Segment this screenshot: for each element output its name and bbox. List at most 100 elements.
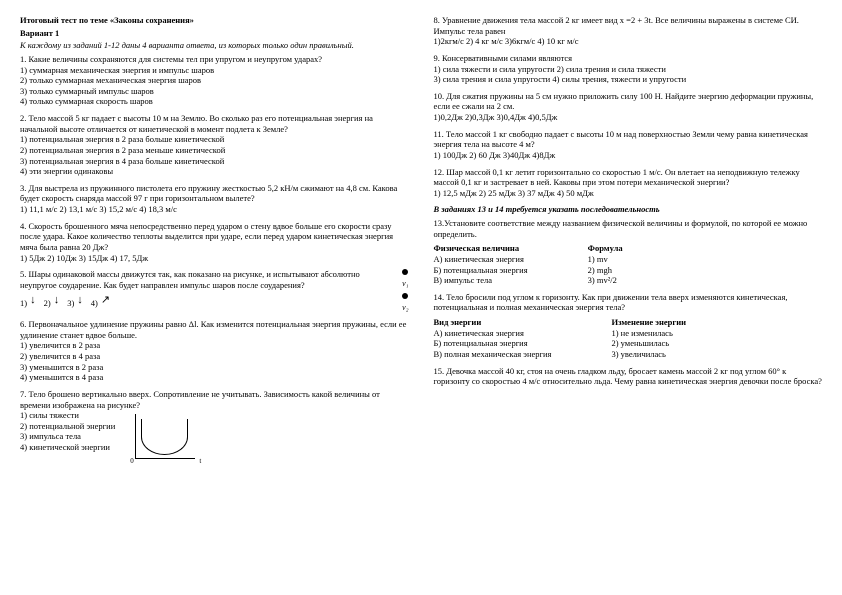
arrow-diag-icon <box>101 294 110 308</box>
question-8: 8. Уравнение движения тела массой 2 кг и… <box>434 15 823 47</box>
q11-opts: 1) 100Дж 2) 60 Дж 3)40Дж 4)8Дж <box>434 150 823 161</box>
arrow-down-icon <box>30 294 36 308</box>
q4-stem: 4. Скорость брошенного мяча непосредстве… <box>20 221 409 253</box>
q9-line2: 3) сила трения и сила упругости 4) силы … <box>434 74 823 85</box>
q5-stem: 5. Шары одинаковой массы движутся так, к… <box>20 269 409 290</box>
question-9: 9. Консервативными силами являются 1) си… <box>434 53 823 85</box>
arrow-down-icon <box>77 294 83 308</box>
q7-opt2: 2) потенциальной энергии <box>20 421 115 432</box>
question-10: 10. Для сжатия пружины на 5 см нужно при… <box>434 91 823 123</box>
q10-opts: 1)0,2Дж 2)0,3Дж 3)0,4Дж 4)0,5Дж <box>434 112 823 123</box>
q14-f2: 2) уменьшилась <box>611 338 686 349</box>
q14-match: Вид энергии А) кинетическая энергия Б) п… <box>434 317 823 360</box>
q14-a1: А) кинетическая энергия <box>434 328 552 339</box>
right-column: 8. Уравнение движения тела массой 2 кг и… <box>434 15 823 580</box>
q2-opt1: 1) потенциальная энергия в 2 раза больше… <box>20 134 409 145</box>
q9-stem: 9. Консервативными силами являются <box>434 53 823 64</box>
q5-opt2: 2) <box>44 294 60 308</box>
q7-opt4: 4) кинетической энергии <box>20 442 115 453</box>
instruction-1: К каждому из заданий 1-12 даны 4 вариант… <box>20 40 409 51</box>
q13-left-col: Физическая величина А) кинетическая энер… <box>434 243 528 286</box>
q6-opt2: 2) увеличится в 4 раза <box>20 351 409 362</box>
variant-label: Вариант 1 <box>20 28 409 39</box>
q13-f3: 3) mv²/2 <box>588 275 623 286</box>
instruction-2: В заданиях 13 и 14 требуется указать пос… <box>434 204 823 215</box>
q5-opt4: 4) <box>91 294 110 308</box>
arrow-down-icon <box>54 294 60 308</box>
q1-opt2: 2) только суммарная механическая энергия… <box>20 75 409 86</box>
question-7: 7. Тело брошено вертикально вверх. Сопро… <box>20 389 409 459</box>
q13-match: Физическая величина А) кинетическая энер… <box>434 243 823 286</box>
left-column: Итоговый тест по теме «Законы сохранения… <box>20 15 409 580</box>
q14-left-col: Вид энергии А) кинетическая энергия Б) п… <box>434 317 552 360</box>
q5-n3: 3) <box>67 298 74 309</box>
q1-opt1: 1) суммарная механическая энергия и импу… <box>20 65 409 76</box>
q8-stem: 8. Уравнение движения тела массой 2 кг и… <box>434 15 823 36</box>
q14-stem: 14. Тело бросили под углом к горизонту. … <box>434 292 823 313</box>
q2-opt2: 2) потенциальная энергия в 2 раза меньше… <box>20 145 409 156</box>
q13-h2: Формула <box>588 243 623 254</box>
question-6: 6. Первоначальное удлинение пружины равн… <box>20 319 409 383</box>
q13-a2: Б) потенциальная энергия <box>434 265 528 276</box>
doc-title: Итоговый тест по теме «Законы сохранения… <box>20 15 409 26</box>
q14-a2: Б) потенциальная энергия <box>434 338 552 349</box>
q13-a3: В) импульс тела <box>434 275 528 286</box>
question-5: v₁ v₂ 5. Шары одинаковой массы движутся … <box>20 269 409 313</box>
q1-stem: 1. Какие величины сохраняются для систем… <box>20 54 409 65</box>
q2-opt3: 3) потенциальная энергия в 4 раза больше… <box>20 156 409 167</box>
q3-stem: 3. Для выстрела из пружинного пистолета … <box>20 183 409 204</box>
q1-opt4: 4) только суммарная скорость шаров <box>20 96 409 107</box>
q5-figure: v₁ v₂ <box>402 269 408 313</box>
q13-f2: 2) mgh <box>588 265 623 276</box>
question-3: 3. Для выстрела из пружинного пистолета … <box>20 183 409 215</box>
q13-h1: Физическая величина <box>434 243 528 254</box>
q7-opt1: 1) силы тяжести <box>20 410 115 421</box>
q5-n1: 1) <box>20 298 27 309</box>
q3-opts: 1) 11,1 м/с 2) 13,1 м/с 3) 15,2 м/с 4) 1… <box>20 204 409 215</box>
q6-opt4: 4) уменьшится в 4 раза <box>20 372 409 383</box>
q2-stem: 2. Тело массой 5 кг падает с высоты 10 м… <box>20 113 409 134</box>
q5-diagram: 1) 2) 3) 4) <box>20 294 396 308</box>
q13-f1: 1) mv <box>588 254 623 265</box>
q13-a1: А) кинетическая энергия <box>434 254 528 265</box>
q2-opt4: 4) эти энергии одинаковы <box>20 166 409 177</box>
q1-opt3: 3) только суммарный импульс шаров <box>20 86 409 97</box>
q7-graph: t 0 <box>135 414 195 459</box>
q12-stem: 12. Шар массой 0,1 кг летит горизонтальн… <box>434 167 823 188</box>
ball-icon <box>402 293 408 299</box>
q6-opt3: 3) уменьшится в 2 раза <box>20 362 409 373</box>
question-11: 11. Тело массой 1 кг свободно падает с в… <box>434 129 823 161</box>
q14-h1: Вид энергии <box>434 317 552 328</box>
question-4: 4. Скорость брошенного мяча непосредстве… <box>20 221 409 264</box>
q14-a3: В) полная механическая энергия <box>434 349 552 360</box>
q5-opt3: 3) <box>67 294 83 308</box>
q15-stem: 15. Девочка массой 40 кг, стоя на очень … <box>434 366 823 387</box>
ball-icon <box>402 269 408 275</box>
q5-opt1: 1) <box>20 294 36 308</box>
question-13: 13.Установите соответствие между названи… <box>434 218 823 286</box>
q13-right-col: Формула 1) mv 2) mgh 3) mv²/2 <box>588 243 623 286</box>
q10-stem: 10. Для сжатия пружины на 5 см нужно при… <box>434 91 823 112</box>
question-15: 15. Девочка массой 40 кг, стоя на очень … <box>434 366 823 387</box>
q13-stem: 13.Установите соответствие между названи… <box>434 218 823 239</box>
q14-f3: 3) увеличилась <box>611 349 686 360</box>
question-2: 2. Тело массой 5 кг падает с высоты 10 м… <box>20 113 409 177</box>
q14-f1: 1) не изменилась <box>611 328 686 339</box>
q6-stem: 6. Первоначальное удлинение пружины равн… <box>20 319 409 340</box>
q11-stem: 11. Тело массой 1 кг свободно падает с в… <box>434 129 823 150</box>
q8-opts: 1)2кгм/с 2) 4 кг м/с 3)6кгм/с 4) 10 кг м… <box>434 36 823 47</box>
q5-n4: 4) <box>91 298 98 309</box>
axis-0-label: 0 <box>130 457 134 466</box>
q4-opts: 1) 5Дж 2) 10Дж 3) 15Дж 4) 17, 5Дж <box>20 253 409 264</box>
q14-right-col: Изменение энергии 1) не изменилась 2) ум… <box>611 317 686 360</box>
question-12: 12. Шар массой 0,1 кг летит горизонтальн… <box>434 167 823 199</box>
axis-t-label: t <box>199 457 201 466</box>
q12-opts: 1) 12,5 мДж 2) 25 мДж 3) 37 мДж 4) 50 мД… <box>434 188 823 199</box>
q14-h2: Изменение энергии <box>611 317 686 328</box>
q5-v2: v₂ <box>402 303 408 313</box>
q7-opt3: 3) импульса тела <box>20 431 115 442</box>
q9-line1: 1) сила тяжести и сила упругости 2) сила… <box>434 64 823 75</box>
q5-v1: v₁ <box>402 279 408 289</box>
q7-stem: 7. Тело брошено вертикально вверх. Сопро… <box>20 389 409 410</box>
q6-opt1: 1) увеличится в 2 раза <box>20 340 409 351</box>
